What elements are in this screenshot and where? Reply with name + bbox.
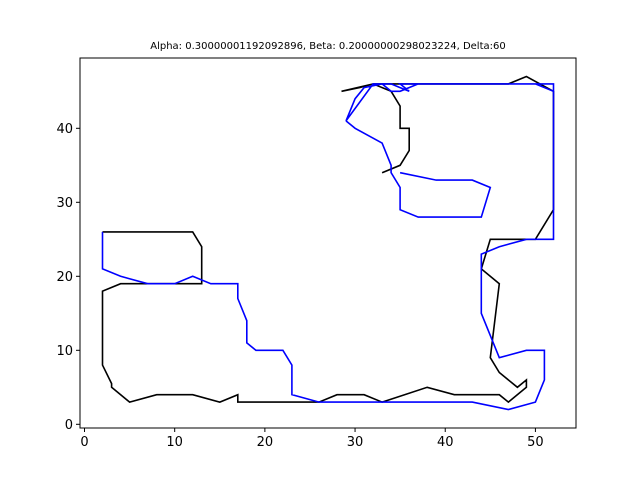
y-tick-label: 20 xyxy=(56,270,73,285)
x-tick-label: 10 xyxy=(166,435,183,450)
plot-frame xyxy=(79,57,577,429)
series-line-2 xyxy=(101,83,555,411)
x-tick-label: 30 xyxy=(347,435,364,450)
y-axis: 0 10 20 30 40 xyxy=(56,122,80,433)
y-tick-label: 30 xyxy=(56,196,73,211)
x-tick-label: 50 xyxy=(527,435,544,450)
x-tick-label: 0 xyxy=(80,435,88,450)
x-axis: 0 10 20 30 40 50 xyxy=(80,428,544,450)
chart-title: Alpha: 0.30000001192092896, Beta: 0.2000… xyxy=(150,41,505,52)
y-tick-label: 10 xyxy=(56,344,73,359)
series-line-1 xyxy=(101,75,555,404)
series-line-3 xyxy=(345,120,492,218)
x-tick-label: 40 xyxy=(437,435,454,450)
series-lines xyxy=(101,75,555,411)
x-tick-label: 20 xyxy=(257,435,274,450)
y-tick-label: 40 xyxy=(56,122,73,137)
y-tick-label: 0 xyxy=(65,418,73,433)
